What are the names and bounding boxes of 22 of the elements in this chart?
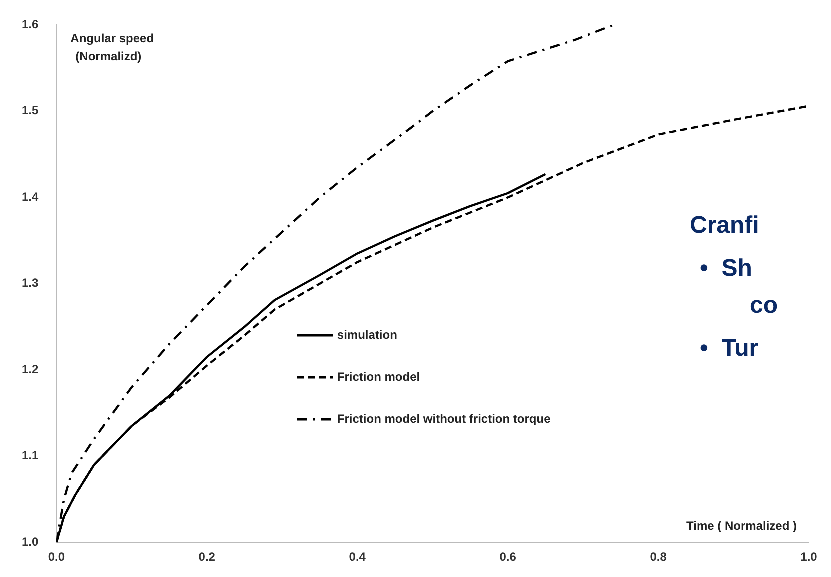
y-axis-title: Angular speed (Normalizd) (70, 32, 154, 64)
x-tick-label: 1.0 (800, 550, 818, 564)
legend-label: simulation (337, 328, 398, 342)
annotation: • Tur (700, 335, 759, 363)
x-tick-label: 0.2 (198, 550, 216, 564)
annotation: co (750, 292, 778, 320)
y-tick-label: 1.4 (22, 190, 39, 204)
y-tick-label: 1.1 (22, 448, 39, 463)
annotation: • Sh (700, 255, 752, 283)
legend-label: Friction model without friction torque (337, 412, 552, 426)
x-tick-label: 0.4 (349, 550, 366, 564)
legend-label: Friction model (337, 370, 420, 384)
y-tick-label: 1.3 (22, 276, 39, 290)
annotation: Cranfi (690, 212, 760, 240)
x-tick-label: 0.6 (500, 550, 517, 564)
y-tick-label: 1.2 (22, 362, 39, 376)
x-axis-title: Time ( Normalized ) (686, 518, 797, 533)
x-tick-label: 0.8 (650, 550, 668, 564)
y-tick-label: 1.6 (22, 18, 39, 32)
y-tick-label: 1.5 (22, 104, 39, 118)
y-tick-label: 1.0 (22, 534, 39, 549)
x-tick-label: 0.0 (48, 550, 66, 564)
